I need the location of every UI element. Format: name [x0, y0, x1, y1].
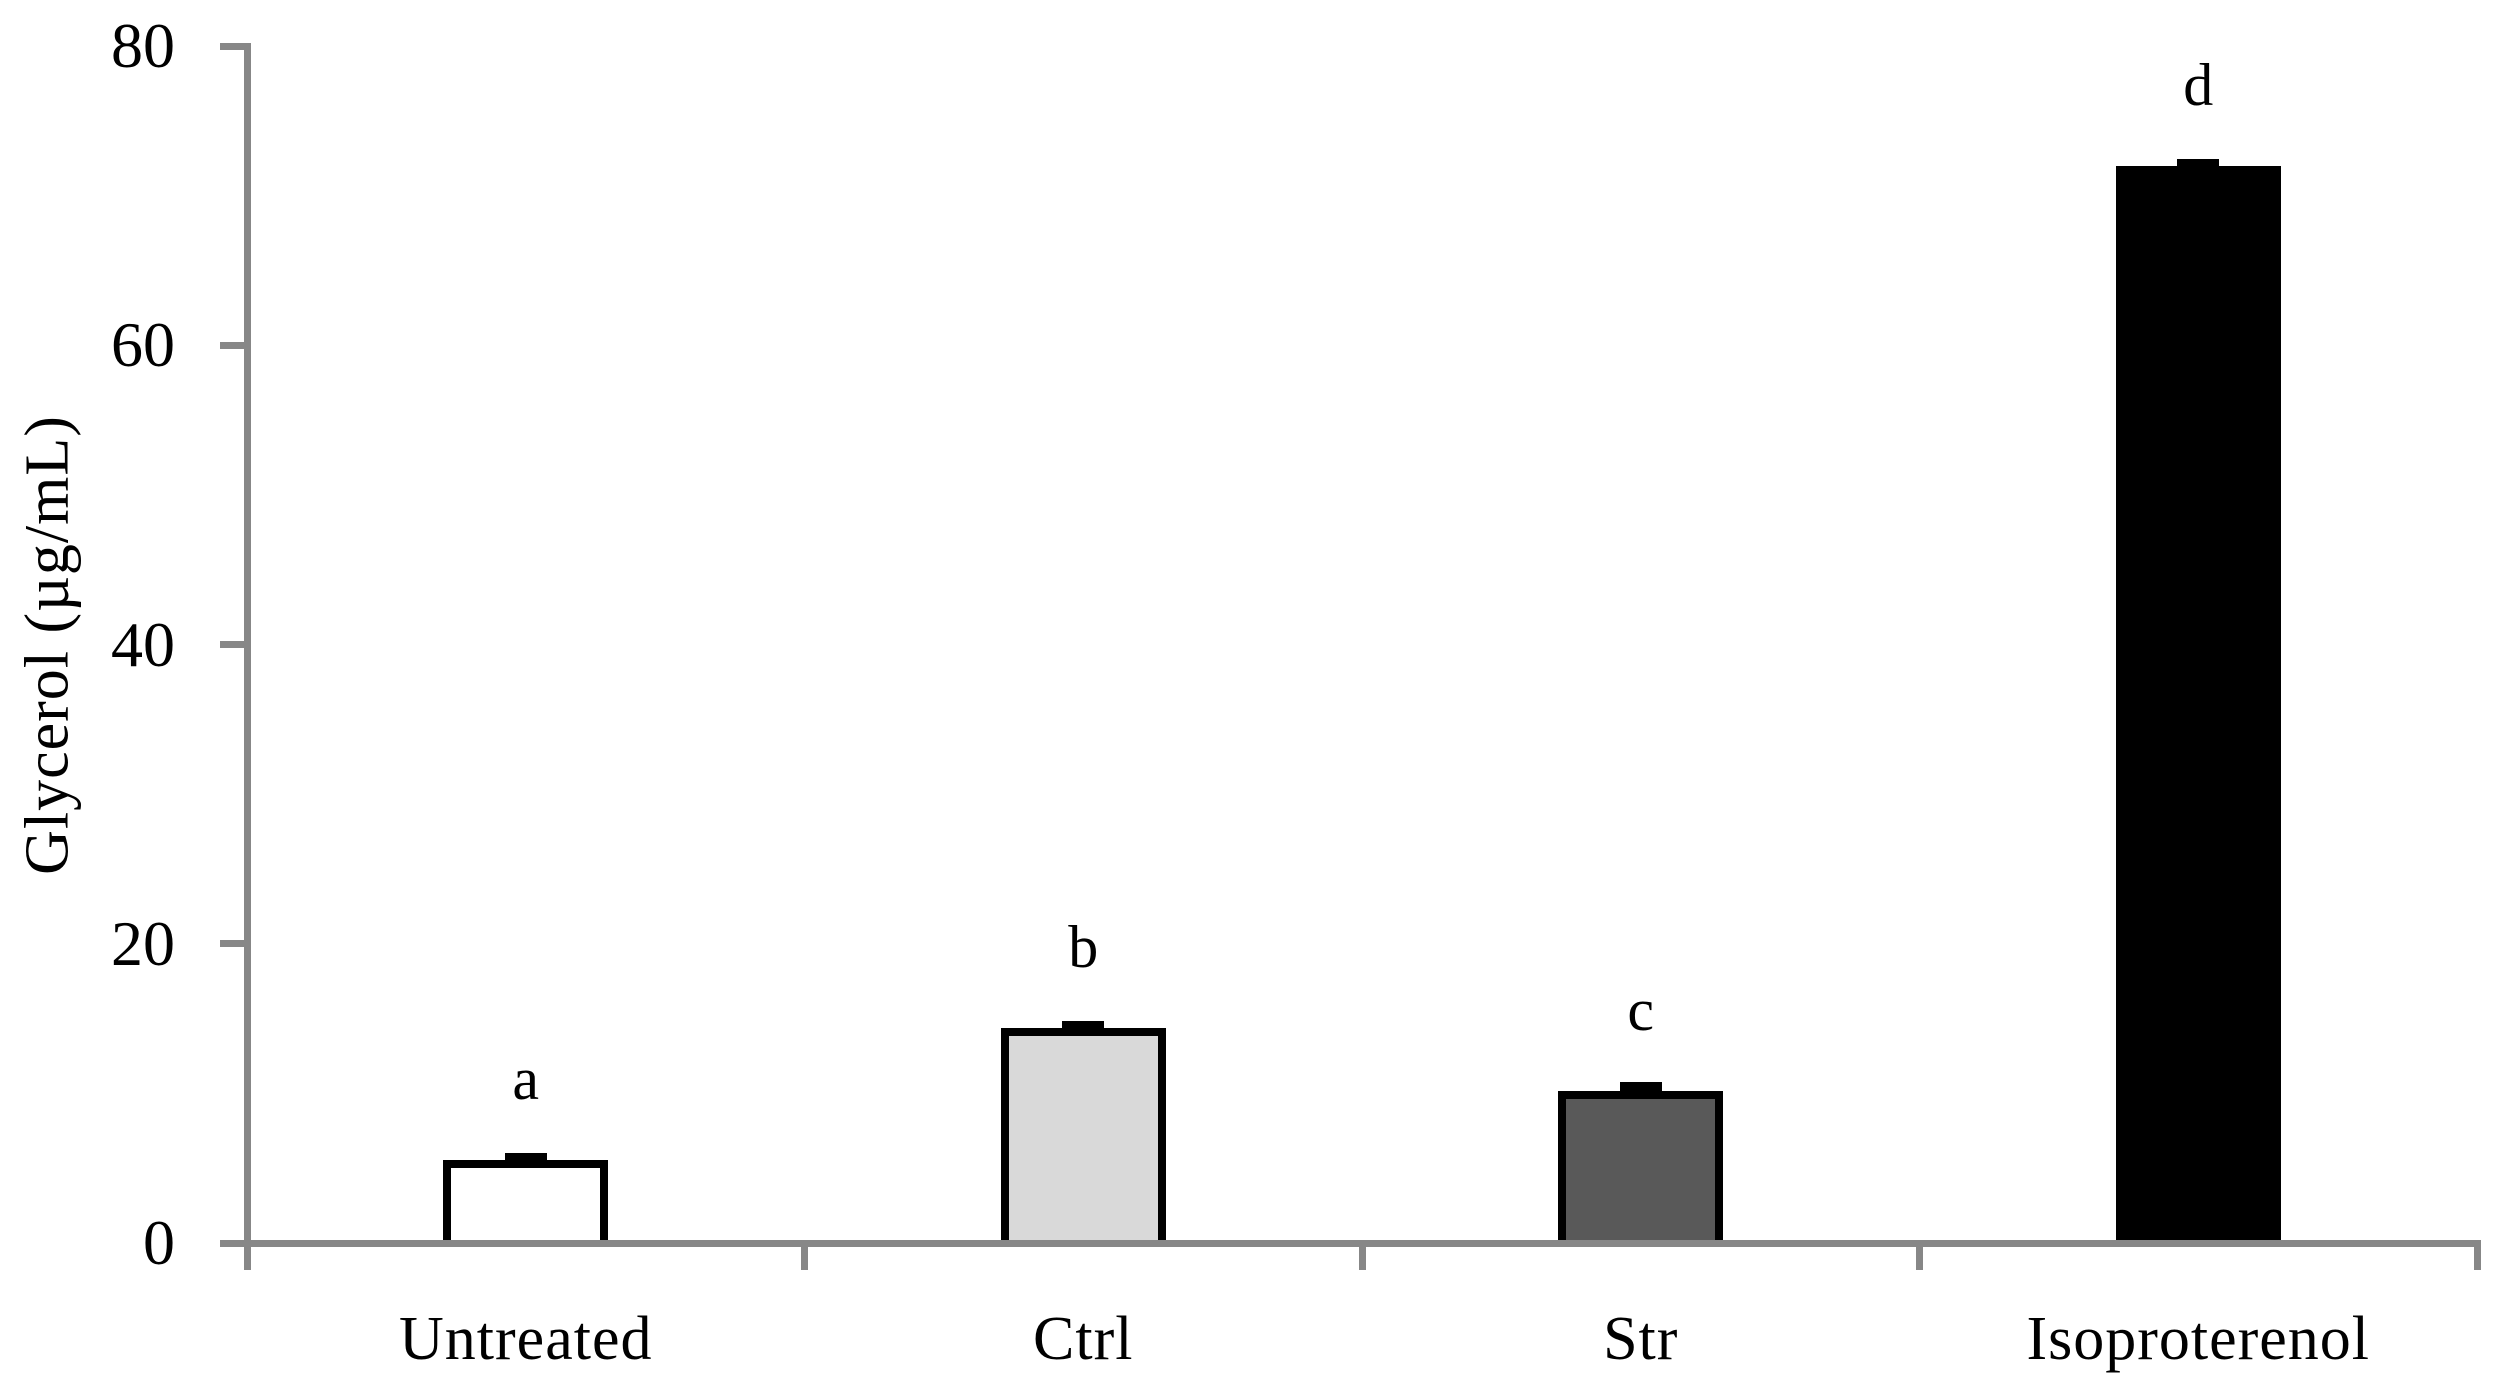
bar-ctrl: [1000, 1028, 1166, 1243]
error-bar-ctrl: [1062, 1021, 1105, 1035]
sig-letter-untreated: a: [512, 1045, 540, 1112]
x-tick-label-untreated: Untreated: [399, 1305, 653, 1373]
x-axis-line: [243, 1239, 2481, 1247]
y-axis-tick: [220, 341, 247, 349]
x-tick-label-ctrl: Ctrl: [1033, 1305, 1134, 1373]
bar-str: [1558, 1090, 1724, 1243]
error-bar-untreated: [504, 1152, 547, 1166]
x-axis-tick: [243, 1243, 251, 1270]
error-bar-str: [1619, 1082, 1662, 1096]
y-axis-tick: [220, 42, 247, 50]
bar-isoproterenol: [2115, 166, 2281, 1243]
x-axis-tick: [1916, 1243, 1923, 1270]
bar-untreated: [443, 1159, 609, 1243]
y-tick-label: 80: [111, 10, 175, 81]
y-axis-tick: [220, 641, 247, 648]
x-axis-tick: [1358, 1243, 1366, 1270]
x-axis-tick: [801, 1243, 808, 1270]
sig-letter-ctrl: b: [1068, 914, 1099, 981]
y-axis-tick: [220, 1239, 247, 1247]
x-tick-label-str: Str: [1603, 1305, 1679, 1373]
x-tick-label-isoproterenol: Isoproterenol: [2026, 1305, 2371, 1373]
y-tick-label: 40: [111, 608, 175, 680]
y-tick-label: 0: [143, 1207, 175, 1278]
error-bar-isoproterenol: [2177, 159, 2220, 173]
sig-letter-isoproterenol: d: [2183, 52, 2214, 119]
x-axis-tick: [2473, 1243, 2481, 1270]
y-tick-label: 20: [111, 907, 175, 979]
y-axis-line: [243, 42, 251, 1247]
y-axis-tick: [220, 940, 247, 948]
y-tick-label: 60: [111, 309, 175, 381]
sig-letter-str: c: [1627, 976, 1655, 1043]
